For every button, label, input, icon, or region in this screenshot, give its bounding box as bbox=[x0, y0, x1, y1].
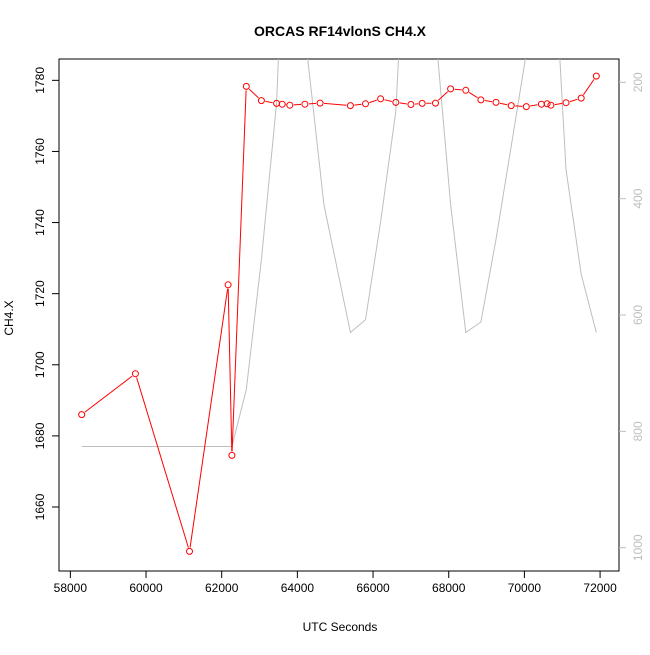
series-left-point-25 bbox=[538, 101, 544, 107]
series-left-point-28 bbox=[563, 100, 569, 106]
series-left-point-27 bbox=[548, 102, 554, 108]
series-left-segment-19 bbox=[455, 89, 462, 90]
series-left-point-20 bbox=[463, 87, 469, 93]
x-axis-label: UTC Seconds bbox=[303, 620, 378, 634]
series-left-segment-23 bbox=[515, 106, 522, 107]
series-left-point-17 bbox=[419, 100, 425, 106]
series-left-point-29 bbox=[578, 95, 584, 101]
series-left-segment-28 bbox=[570, 99, 577, 101]
y-tick-label-4: 1740 bbox=[33, 209, 47, 236]
x-tick-label-2: 62000 bbox=[205, 581, 239, 595]
y2-tick-label-1: 400 bbox=[631, 188, 645, 208]
x-tick-label-7: 72000 bbox=[583, 581, 617, 595]
series-left-point-8 bbox=[279, 101, 285, 107]
y2-tick-label-2: 600 bbox=[631, 305, 645, 325]
series-left-segment-29 bbox=[583, 79, 594, 94]
y-tick-label-1: 1680 bbox=[33, 422, 47, 449]
y-tick-label-6: 1780 bbox=[33, 67, 47, 94]
series-left-point-2 bbox=[187, 548, 193, 554]
series-left-point-12 bbox=[347, 103, 353, 109]
y2-tick-label-3: 800 bbox=[631, 421, 645, 441]
x-tick-label-0: 58000 bbox=[54, 581, 88, 595]
series-left-point-26 bbox=[544, 101, 550, 107]
series-left-point-4 bbox=[229, 452, 235, 458]
series-left-point-21 bbox=[478, 97, 484, 103]
y-tick-label-5: 1760 bbox=[33, 138, 47, 165]
series-left-point-10 bbox=[302, 101, 308, 107]
series-left-segment-11 bbox=[324, 103, 346, 105]
series-left-segment-21 bbox=[485, 101, 492, 102]
series-left-segment-0 bbox=[85, 376, 132, 412]
series-left-segment-12 bbox=[354, 104, 361, 105]
series-left-segment-3 bbox=[228, 289, 232, 452]
series-left-point-11 bbox=[317, 100, 323, 106]
x-tick-label-6: 70000 bbox=[508, 581, 542, 595]
series-left-segment-24 bbox=[530, 105, 537, 106]
series-left-point-14 bbox=[378, 96, 384, 102]
series-left-point-5 bbox=[243, 83, 249, 89]
series-left-point-23 bbox=[508, 103, 514, 109]
series-left-segment-14 bbox=[385, 100, 392, 102]
series-left-point-24 bbox=[523, 104, 529, 110]
series-left-point-9 bbox=[287, 102, 293, 108]
y-axis-label: CH4.X bbox=[2, 300, 16, 335]
series-left-segment-20 bbox=[469, 92, 477, 97]
series-left-point-22 bbox=[493, 99, 499, 105]
series-left-segment-22 bbox=[500, 103, 507, 105]
y-tick-label-0: 1660 bbox=[33, 493, 47, 520]
series-left-point-18 bbox=[433, 100, 439, 106]
series-left-point-1 bbox=[132, 371, 138, 377]
y-tick-label-2: 1700 bbox=[33, 351, 47, 378]
chart-marks: 58000 60000 62000 64000 66000 68000 70000 72000… bbox=[33, 0, 645, 595]
x-tick-label-4: 66000 bbox=[356, 581, 390, 595]
y2-tick-label-0: 200 bbox=[631, 72, 645, 92]
series-left-segment-9 bbox=[294, 104, 301, 105]
y2-tick-label-4: 1000 bbox=[631, 534, 645, 561]
series-left-segment-18 bbox=[438, 92, 447, 101]
series-left-point-3 bbox=[225, 282, 231, 288]
series-left-point-0 bbox=[79, 412, 85, 418]
series-left-segment-15 bbox=[400, 103, 407, 104]
series-left-point-6 bbox=[258, 98, 264, 104]
y-tick-label-3: 1720 bbox=[33, 280, 47, 307]
chart-title: ORCAS RF14vlonS CH4.X bbox=[254, 23, 427, 39]
plot-frame bbox=[59, 59, 619, 571]
series-left-segment-2 bbox=[190, 289, 228, 548]
series-left-point-16 bbox=[408, 102, 414, 108]
series-left-point-19 bbox=[448, 86, 454, 92]
x-tick-label-3: 64000 bbox=[281, 581, 315, 595]
x-tick-label-1: 60000 bbox=[129, 581, 163, 595]
series-left-segment-13 bbox=[369, 100, 377, 103]
series-left-point-13 bbox=[363, 101, 369, 107]
series-left-point-30 bbox=[593, 73, 599, 79]
series-left-segment-10 bbox=[309, 103, 316, 104]
series-left-segment-6 bbox=[265, 101, 272, 102]
x-tick-label-5: 68000 bbox=[432, 581, 466, 595]
series-left-segment-1 bbox=[137, 378, 189, 548]
series-right-line bbox=[82, 0, 597, 447]
series-left-segment-5 bbox=[249, 89, 258, 98]
series-left-segment-27 bbox=[555, 103, 562, 104]
